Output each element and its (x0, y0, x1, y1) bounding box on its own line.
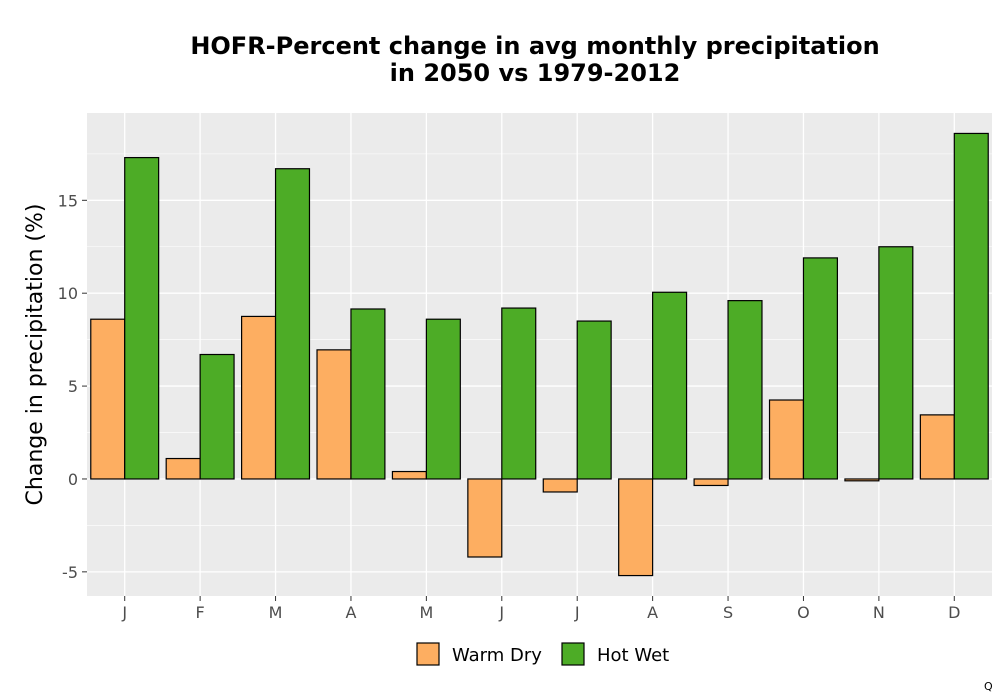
bar-hot-wet (727, 300, 763, 480)
legend-label-hot-wet: Hot Wet (597, 645, 669, 666)
x-tick-label: A (345, 603, 356, 622)
x-tick-label: D (948, 603, 960, 622)
y-tick-label: 15 (58, 191, 78, 210)
x-tick-label: S (723, 603, 733, 622)
bar-warm-dry (241, 315, 277, 480)
bar-hot-wet (652, 291, 688, 480)
bar-warm-dry (467, 478, 503, 558)
y-tick-label: -5 (62, 563, 78, 582)
bar-hot-wet (124, 156, 160, 480)
y-tick-label: 0 (68, 470, 78, 489)
bars (90, 132, 989, 577)
bar-hot-wet (576, 320, 612, 480)
y-tick-label: 5 (68, 377, 78, 396)
legend-label-warm-dry: Warm Dry (452, 645, 542, 666)
bar-hot-wet (199, 353, 235, 480)
bar-warm-dry (542, 478, 578, 493)
legend-key-warm-dry (416, 642, 440, 666)
chart-title-line-1: HOFR-Percent change in avg monthly preci… (190, 32, 879, 60)
minor-gridlines (87, 153, 992, 526)
plot-panel (87, 113, 992, 596)
bar-hot-wet (274, 168, 311, 480)
legend-key-hot-wet (561, 642, 585, 666)
y-axis-ticks: -5 0 5 10 15 (58, 191, 87, 582)
bar-warm-dry (90, 318, 126, 480)
bar-hot-wet (878, 246, 914, 480)
bar-hot-wet (425, 318, 461, 480)
bar-warm-dry (844, 478, 880, 482)
bar-warm-dry (693, 478, 729, 487)
bar-warm-dry (316, 349, 352, 480)
bar-hot-wet (953, 132, 989, 480)
bar-warm-dry (165, 457, 201, 480)
x-tick-label: J (498, 603, 504, 622)
legend: Warm Dry Hot Wet (416, 642, 669, 666)
chart-title-line-2: in 2050 vs 1979-2012 (390, 59, 681, 87)
bar-warm-dry (391, 470, 427, 480)
x-tick-label: O (797, 603, 810, 622)
bar-warm-dry (768, 399, 805, 480)
bar-hot-wet (501, 307, 537, 480)
x-tick-label: J (121, 603, 127, 622)
bar-warm-dry (919, 414, 955, 480)
y-axis-title: Change in precipitation (%) (23, 204, 48, 506)
y-tick-label: 10 (58, 284, 78, 303)
corner-mark: Q (984, 680, 993, 693)
x-tick-label: N (873, 603, 885, 622)
x-tick-label: A (647, 603, 658, 622)
bar-hot-wet (802, 257, 838, 480)
bar-hot-wet (350, 308, 386, 480)
x-tick-label: M (269, 603, 283, 622)
bar-warm-dry (618, 478, 654, 577)
x-tick-label: M (419, 603, 433, 622)
chart-title: HOFR-Percent change in avg monthly preci… (190, 32, 879, 87)
x-tick-label: F (196, 603, 205, 622)
x-tick-label: J (574, 603, 580, 622)
